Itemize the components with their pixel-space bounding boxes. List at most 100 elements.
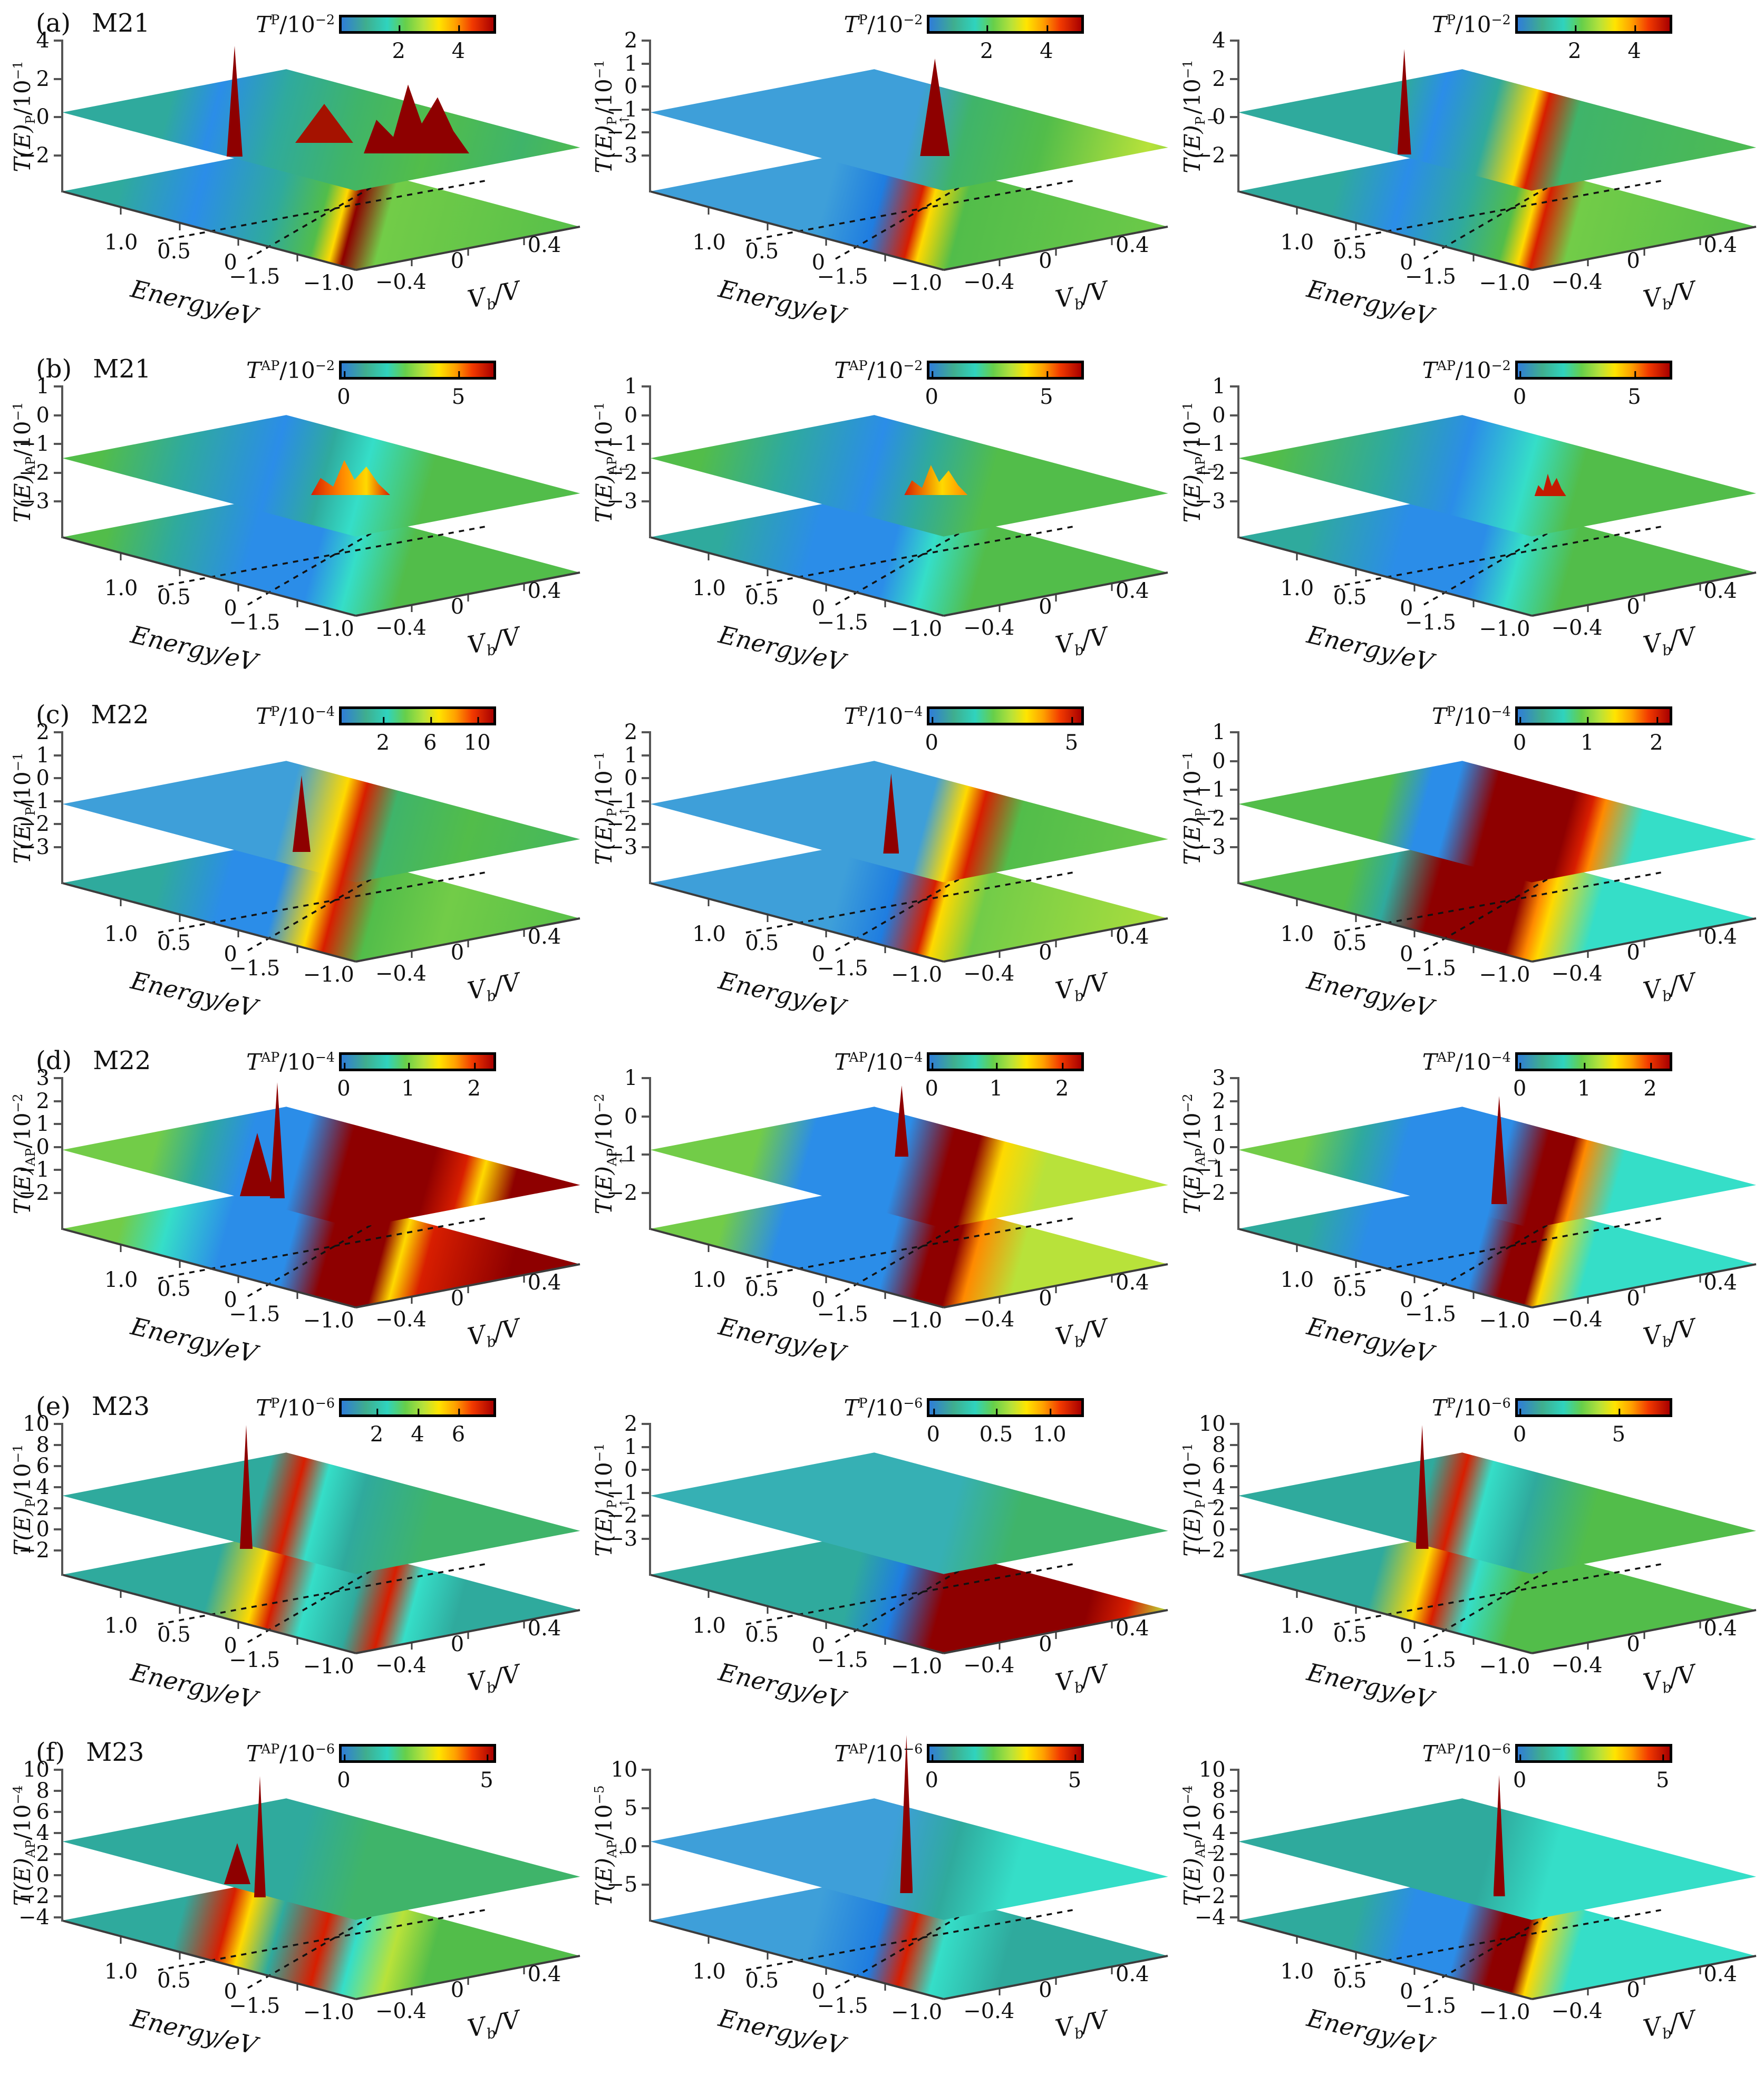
z-label-exp: −1 [10, 61, 26, 80]
z-axis-label: T(E) P ↓/10−1 [1179, 1443, 1220, 1556]
energy-tick: −1.5 [817, 1647, 868, 1672]
z-label-sup: AP [1192, 1840, 1208, 1858]
vb-tick: 0.4 [527, 925, 561, 949]
z-tick: 3 [1212, 1068, 1238, 1089]
z-label-base: T(E) [591, 474, 617, 523]
z-tick: 2 [36, 69, 62, 90]
z-axis [649, 1077, 652, 1230]
cb-den: /10 [867, 1049, 904, 1075]
colorbar-title: TP/10−4 [746, 703, 923, 729]
z-tick: 0 [1212, 106, 1238, 128]
cb-sup: AP [1437, 358, 1456, 373]
z-tick-labels: 2 1 0 −1 −2 −3 [0, 722, 62, 858]
colorbar-ticks: 0 1 2 [1513, 717, 1672, 755]
cb-exp: −2 [315, 12, 335, 27]
z-tick: −2 [18, 813, 61, 835]
energy-tick: 0.5 [1333, 1622, 1367, 1647]
z-label-base: T(E) [9, 124, 36, 172]
z-label-base: T(E) [1179, 817, 1205, 865]
energy-tick: 1.0 [104, 230, 138, 255]
z-label-sub: ↑ [617, 114, 633, 125]
z-tick-labels: 3 2 1 0 −1 −2 [1176, 1068, 1238, 1204]
z-tick: 2 [36, 722, 62, 743]
energy-tick: 0 [811, 1980, 826, 2004]
z-label-sup: P [22, 1498, 38, 1508]
z-axis-label: T(E) AP ↑/10−2 [591, 1094, 632, 1215]
colorbar-tick: 0 [925, 1063, 938, 1101]
energy-tick: 0.5 [157, 1622, 191, 1647]
colorbar [339, 361, 496, 380]
cb-sup: P [1446, 704, 1456, 719]
colorbar-tick: 0 [926, 1409, 940, 1447]
row-model: M23 [91, 1392, 150, 1421]
z-label-exp: −1 [1179, 60, 1195, 79]
cb-sup: P [270, 12, 280, 27]
z-label-exp: −1 [592, 751, 607, 771]
colorbar-tick: 5 [1040, 371, 1053, 409]
z-tick: 1 [1212, 376, 1238, 397]
z-axis-label: T(E) AP/10−4 [9, 1785, 38, 1906]
row-tag: (a) [36, 8, 71, 38]
cb-den: /10 [867, 1395, 904, 1421]
z-tick: −2 [606, 1182, 650, 1204]
energy-tick: 0 [1400, 1634, 1413, 1659]
energy-tick: 0 [811, 596, 826, 621]
row-model: M23 [86, 1738, 144, 1767]
colorbar-tick: 0 [337, 1063, 351, 1101]
z-tick-labels: 2 1 0 −1 −2 −3 [588, 722, 650, 858]
z-label-exp: −1 [592, 1443, 607, 1462]
z-label-sup: P [1192, 808, 1208, 817]
vb-tick: −0.4 [375, 615, 427, 640]
z-tick: −1 [1195, 779, 1237, 800]
z-tick: −2 [606, 462, 650, 483]
energy-tick: 0.5 [1333, 239, 1367, 264]
energy-tick: −1.5 [229, 1647, 280, 1672]
z-label-exp: −1 [1179, 402, 1195, 421]
cb-symbol: T [1431, 703, 1447, 729]
z-tick: −3 [606, 491, 650, 512]
z-label-den: /10 [1179, 421, 1205, 457]
energy-tick: 0.5 [745, 1276, 779, 1301]
z-tick: 10 [1199, 1413, 1237, 1434]
z-axis-label: T(E) P ↑/10−1 [591, 60, 633, 173]
vb-tick: −0.4 [375, 1999, 427, 2023]
colorbar-tick: 0 [925, 371, 938, 409]
vb-tick: −0.4 [375, 961, 427, 986]
z-tick: 1 [624, 376, 650, 397]
z-label-sub: ↓ [1205, 806, 1220, 817]
energy-tick: 0.5 [157, 1968, 191, 1993]
z-label-den: /10 [9, 1112, 36, 1149]
cb-sup: AP [261, 358, 280, 373]
z-label-base: T(E) [591, 1166, 617, 1215]
z-tick: −2 [1195, 808, 1237, 829]
z-axis-label: T(E) AP/10−2 [9, 1094, 38, 1215]
z-tick: −2 [1195, 145, 1237, 166]
z-tick: −3 [606, 145, 650, 166]
z-label-den: /10 [1179, 79, 1205, 114]
cb-exp: −6 [1491, 1741, 1511, 1757]
z-tick: −2 [1195, 1886, 1237, 1907]
vb-tick: −0.4 [375, 1653, 427, 1678]
z-tick-labels: 1 0 −1 −2 −3 [1176, 722, 1238, 858]
z-tick: 2 [1212, 1498, 1238, 1519]
vb-tick: 0 [1626, 1286, 1640, 1311]
colorbar [1515, 706, 1672, 725]
z-label-sup: AP [22, 1148, 38, 1167]
cb-symbol: T [246, 1741, 261, 1767]
z-label-den: /10 [591, 1462, 617, 1498]
colorbar [1515, 361, 1672, 380]
cb-symbol: T [844, 703, 859, 729]
colorbar-ticks: 0 1 2 [337, 1063, 496, 1101]
z-label-base: T(E) [591, 1508, 617, 1557]
z-tick: 0 [36, 1519, 62, 1540]
vb-tick: 0 [450, 1632, 464, 1657]
z-tick: 0 [36, 768, 62, 789]
cb-symbol: T [1431, 1395, 1447, 1421]
cb-symbol: T [256, 703, 271, 729]
z-label-exp: −4 [10, 1785, 26, 1805]
energy-tick: −1.5 [229, 264, 280, 289]
axes-lines [650, 1198, 1168, 1308]
colorbar-tick: 0.5 [979, 1409, 1013, 1447]
cb-exp: −2 [315, 358, 335, 373]
